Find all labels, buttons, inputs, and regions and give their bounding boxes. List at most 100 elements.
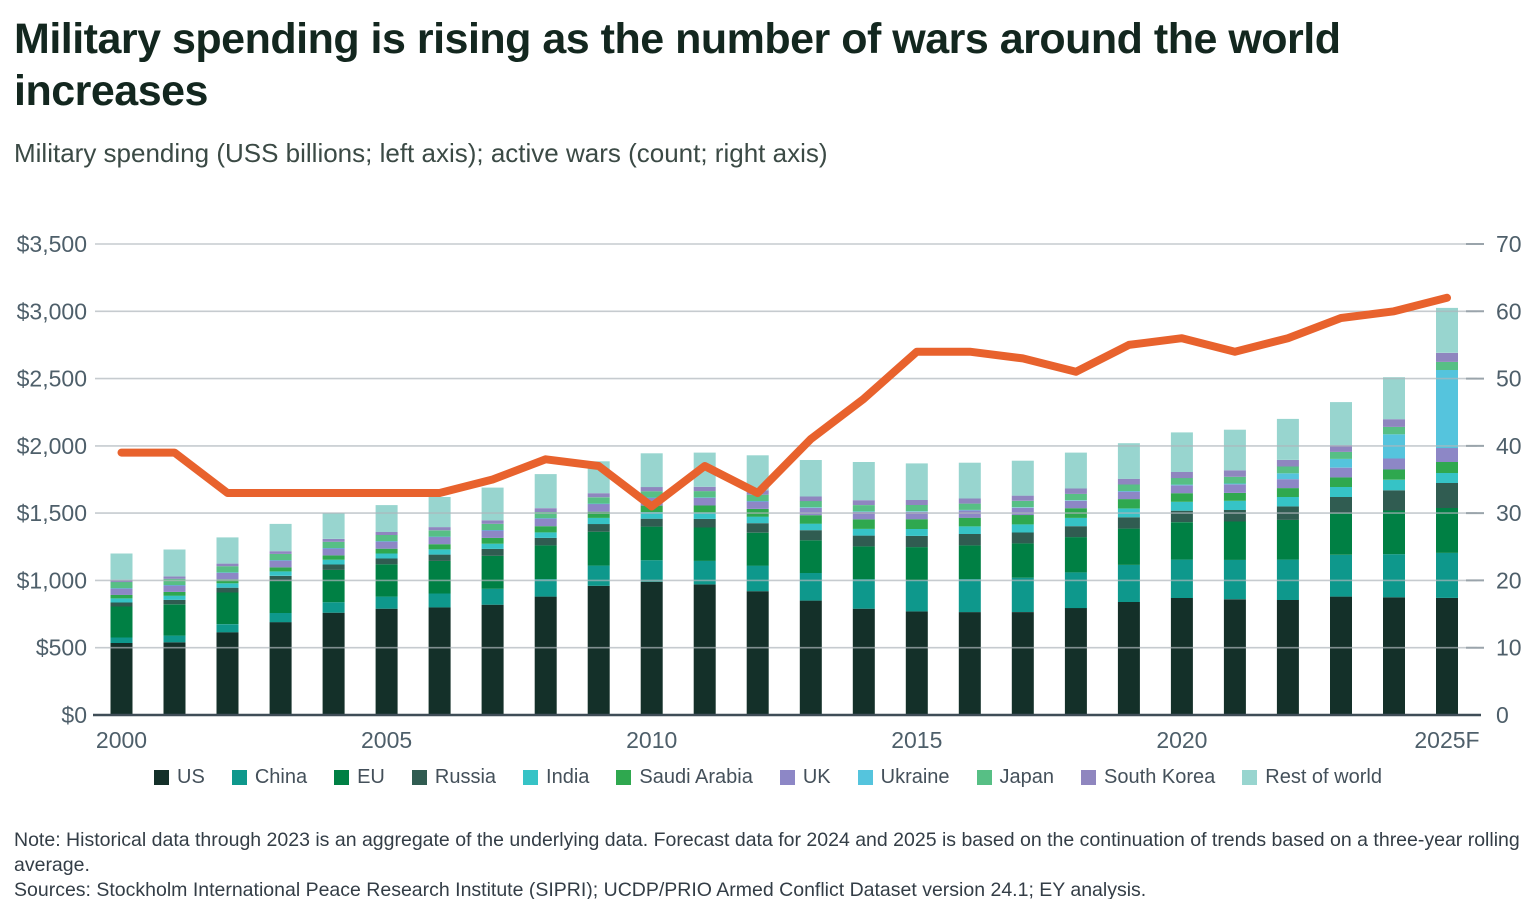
bar-segment-india-2020 [1170, 501, 1193, 511]
legend-item-russia: Russia [411, 766, 497, 789]
bar-segment-saudi-arabia-2025 [1436, 462, 1458, 473]
bar-segment-saudi-arabia-2020 [1170, 493, 1193, 502]
bar-segment-us-2024 [1383, 597, 1405, 716]
bar-segment-india-2015 [905, 529, 928, 536]
bar-segment-south-korea-2007 [481, 520, 504, 524]
bar-segment-south-korea-2008 [534, 508, 557, 512]
bar-segment-saudi-arabia-2023 [1330, 477, 1352, 487]
bar-segment-russia-2019 [1117, 517, 1140, 529]
bar-segment-uk-2000 [110, 588, 133, 595]
bar-segment-ukraine-2006 [428, 536, 451, 538]
legend-label: Russia [434, 766, 497, 788]
bar-segment-russia-2020 [1170, 510, 1193, 523]
bar-segment-china-2024 [1383, 554, 1405, 598]
bar-segment-uk-2012 [746, 501, 769, 509]
bar-segment-rest-of-world-2015 [905, 463, 928, 500]
left-axis-label: $0 [61, 702, 87, 728]
bar-segment-eu-2012 [746, 532, 769, 566]
bar-segment-us-2014 [852, 608, 875, 715]
bar-segment-russia-2003 [269, 575, 292, 581]
bar-segment-saudi-arabia-2022 [1276, 488, 1299, 497]
bar-segment-china-2001 [163, 635, 186, 643]
bar-segment-japan-2015 [905, 504, 928, 512]
bar-segment-ukraine-2013 [799, 507, 822, 508]
bar-segment-eu-2014 [852, 546, 875, 580]
bar-segment-us-2015 [905, 611, 928, 715]
bar-segment-us-2021 [1223, 599, 1246, 715]
bar-segment-russia-2012 [746, 523, 769, 533]
bar-segment-us-2005 [375, 608, 398, 715]
bar-segment-ukraine-2012 [746, 501, 769, 502]
legend-label: Rest of world [1265, 766, 1382, 788]
bar-segment-south-korea-2005 [375, 532, 398, 535]
bar-segment-uk-2006 [428, 536, 451, 545]
bar-segment-china-2019 [1117, 565, 1140, 602]
bar-segment-saudi-arabia-2008 [534, 526, 557, 533]
bar-segment-japan-2005 [375, 534, 398, 542]
bar-segment-russia-2008 [534, 537, 557, 546]
bar-segment-eu-2013 [799, 540, 822, 573]
bar-segment-russia-2017 [1011, 532, 1034, 544]
legend-item-india: India [523, 766, 589, 789]
bar-segment-eu-2017 [1011, 543, 1034, 578]
bar-segment-russia-2024 [1383, 490, 1405, 511]
bar-segment-rest-of-world-2001 [163, 549, 186, 577]
bar-segment-us-2006 [428, 607, 451, 715]
bar-segment-saudi-arabia-2015 [905, 519, 928, 529]
right-axis-label: 50 [1496, 366, 1522, 392]
right-axis-label: 10 [1496, 635, 1522, 661]
bar-segment-india-2003 [269, 571, 292, 576]
bar-segment-us-2019 [1117, 602, 1140, 715]
bar-segment-us-2017 [1011, 612, 1034, 715]
bar-segment-uk-2019 [1117, 491, 1140, 500]
bar-segment-india-2010 [640, 512, 663, 519]
bar-segment-us-2004 [322, 612, 345, 715]
bar-segment-us-2003 [269, 622, 292, 715]
bar-segment-japan-2011 [693, 491, 716, 498]
bar-segment-south-korea-2011 [693, 486, 716, 492]
legend-swatch-icon [231, 770, 247, 785]
note-text: Note: Historical data through 2023 is an… [14, 829, 1520, 876]
bar-segment-china-2014 [852, 579, 875, 609]
bar-segment-ukraine-2002 [216, 572, 239, 573]
bar-segment-uk-2005 [375, 541, 398, 549]
bar-segment-japan-2018 [1064, 493, 1087, 501]
bar-segment-uk-2017 [1011, 507, 1034, 516]
bar-segment-india-2014 [852, 528, 875, 536]
left-axis-label: $500 [36, 635, 87, 661]
bar-segment-uk-2003 [269, 560, 292, 568]
bar-segment-india-2001 [163, 595, 186, 600]
bar-segment-russia-2010 [640, 518, 663, 527]
bar-segment-russia-2007 [481, 548, 504, 556]
bar-segment-rest-of-world-2016 [958, 462, 981, 499]
bar-segment-eu-2001 [163, 604, 186, 636]
bar-segment-rest-of-world-2010 [640, 453, 663, 488]
bar-segment-india-2008 [534, 532, 557, 538]
bar-segment-eu-2020 [1170, 522, 1193, 560]
legend-item-uk: UK [779, 766, 831, 789]
right-axis-label: 70 [1496, 231, 1522, 257]
bar-segment-japan-2000 [110, 582, 133, 589]
right-axis-label: 40 [1496, 433, 1522, 459]
bar-segment-china-2006 [428, 593, 451, 608]
bar-segment-russia-2011 [693, 518, 716, 528]
bar-segment-uk-2009 [587, 503, 610, 512]
x-axis-label-2020: 2020 [1156, 727, 1207, 753]
bar-segment-russia-2006 [428, 554, 451, 561]
bar-segment-saudi-arabia-2000 [110, 594, 133, 599]
legend-swatch-icon [411, 770, 427, 785]
bar-segment-india-2018 [1064, 517, 1087, 527]
bar-segment-saudi-arabia-2001 [163, 591, 186, 596]
left-axis-label: $2,500 [17, 366, 87, 392]
bar-segment-russia-2018 [1064, 526, 1087, 538]
bar-segment-eu-2021 [1223, 521, 1246, 560]
bar-segment-india-2021 [1223, 500, 1246, 510]
bar-segment-us-2018 [1064, 608, 1087, 715]
bar-segment-japan-2024 [1383, 426, 1405, 435]
legend-label: EU [357, 766, 385, 788]
legend-item-eu: EU [334, 766, 385, 789]
bar-segment-rest-of-world-2019 [1117, 443, 1140, 479]
bar-segment-china-2016 [958, 579, 981, 613]
bar-segment-ukraine-2007 [481, 530, 504, 531]
